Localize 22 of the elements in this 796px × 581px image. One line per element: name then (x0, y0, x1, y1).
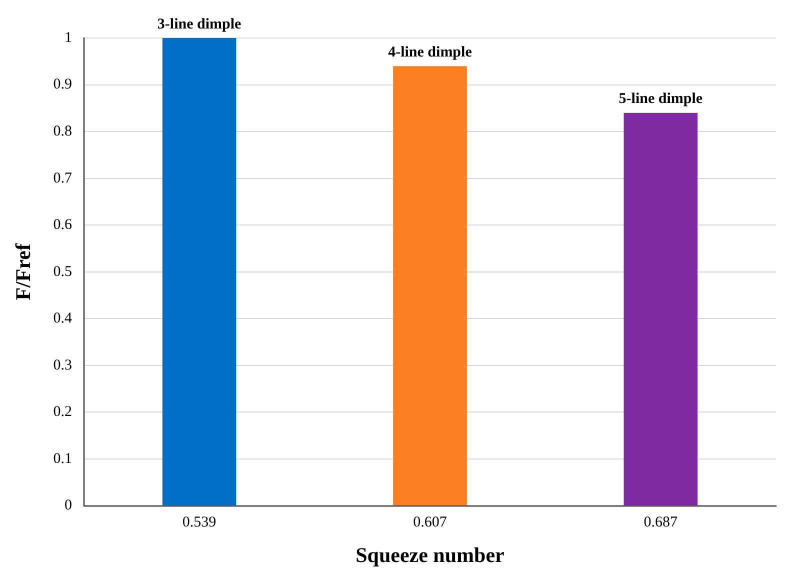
y-tick-label: 0.3 (53, 357, 72, 374)
annotation: 5-line dimple (618, 91, 703, 108)
y-tick-label: 0.6 (53, 217, 72, 234)
bar (393, 66, 467, 506)
y-axis-title: F/Fref (11, 242, 36, 300)
y-tick-label: 0.4 (53, 310, 72, 327)
bar (162, 38, 236, 506)
y-tick-label: 0.8 (53, 123, 72, 140)
y-tick-label: 1 (64, 30, 72, 46)
annotation: 4-line dimple (388, 44, 472, 60)
y-tick-label: 0.2 (53, 404, 72, 420)
x-axis-title: Squeeze number (356, 542, 504, 567)
y-tick-label: 0 (64, 498, 72, 514)
y-tick-label: 0.9 (53, 76, 72, 93)
y-tick-label: 0.7 (53, 170, 72, 186)
x-tick-label: 0.607 (413, 514, 448, 531)
y-tick-label: 0.1 (53, 450, 72, 467)
annotation: 3-line dimple (157, 16, 242, 32)
x-tick-label: 0.539 (182, 514, 216, 531)
y-tick-label: 0.5 (53, 264, 72, 280)
x-tick-label: 0.687 (644, 514, 678, 531)
bar (624, 112, 698, 506)
